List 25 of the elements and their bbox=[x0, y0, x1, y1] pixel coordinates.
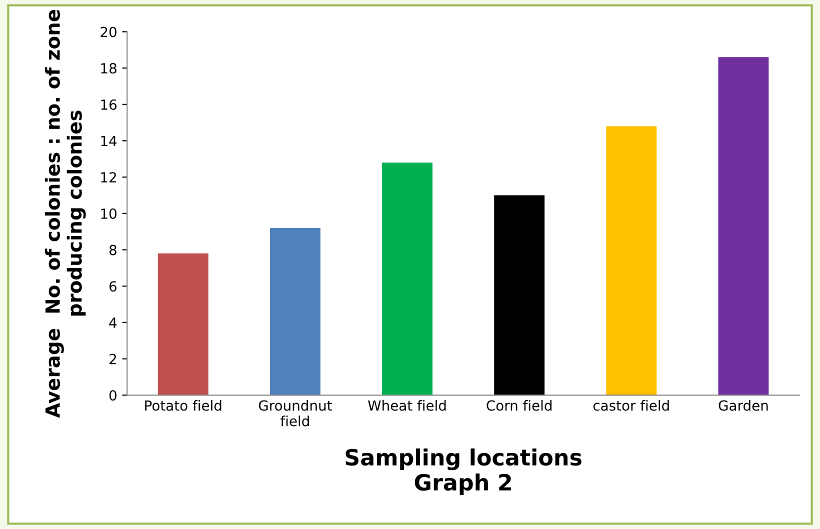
y-tick-label: 2 bbox=[110, 354, 116, 364]
y-tick-label: 18 bbox=[101, 63, 116, 74]
bar bbox=[494, 195, 545, 396]
y-tick-label: 14 bbox=[101, 136, 117, 146]
bar bbox=[718, 57, 769, 396]
y-tick-label: 4 bbox=[109, 318, 117, 328]
y-axis-title: Average No. of colonies : no. of zone producing colonies bbox=[44, 10, 86, 418]
y-tick-label: 20 bbox=[100, 26, 116, 38]
y-tick-label: 8 bbox=[109, 244, 116, 256]
x-axis-title: Sampling locations Graph 2 bbox=[346, 448, 582, 496]
x-tick-label: Corn field bbox=[486, 400, 552, 411]
bar bbox=[382, 162, 432, 396]
y-tick-label: 16 bbox=[101, 99, 117, 110]
x-tick-label: castor field bbox=[593, 400, 669, 411]
x-tick-label: Wheat field bbox=[368, 400, 446, 411]
x-tick-label: Groundnut field bbox=[258, 400, 332, 426]
x-tick-label: Garden bbox=[718, 400, 768, 411]
bar bbox=[606, 126, 657, 396]
y-tick-label: 0 bbox=[109, 390, 116, 401]
y-tick-label: 12 bbox=[101, 172, 116, 182]
y-tick-label: 6 bbox=[110, 281, 117, 292]
bar bbox=[158, 253, 208, 396]
bar bbox=[270, 228, 320, 396]
x-tick-label: Potato field bbox=[145, 400, 222, 411]
y-tick-label: 10 bbox=[101, 208, 116, 219]
